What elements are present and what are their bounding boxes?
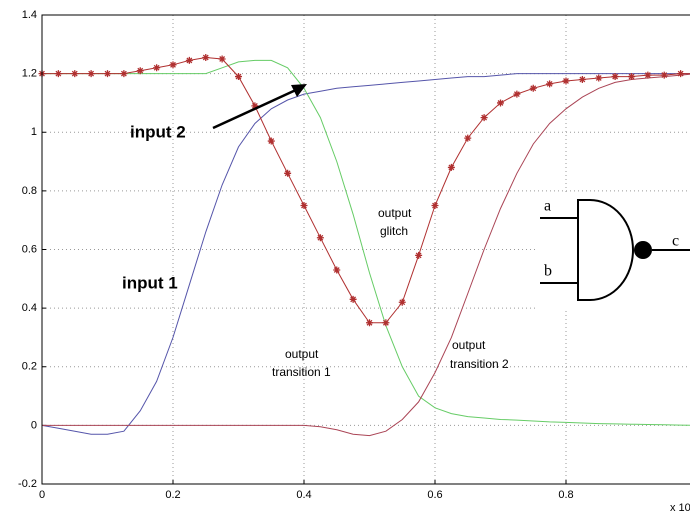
- star-marker: [185, 56, 193, 64]
- star-marker: [366, 319, 373, 327]
- y-tick-label: 1.4: [22, 9, 37, 21]
- star-marker: [529, 84, 537, 92]
- star-marker: [595, 74, 603, 82]
- nand-gate: a b c: [535, 195, 690, 310]
- y-tick-label: 0: [31, 419, 37, 431]
- x-tick-label: 0: [39, 489, 45, 501]
- star-marker: [87, 70, 95, 78]
- y-tick-label: 0.6: [22, 243, 37, 255]
- x-tick-label: 0.4: [296, 489, 311, 501]
- star-marker: [382, 319, 390, 327]
- gate-label: c: [672, 233, 679, 250]
- star-marker: [546, 80, 554, 88]
- series-line: [42, 59, 690, 426]
- star-marker: [54, 70, 62, 78]
- annotation: input 2: [130, 122, 186, 141]
- y-tick-label: 0.8: [22, 185, 37, 197]
- star-marker: [251, 102, 259, 110]
- x-tick-label: 0.8: [558, 489, 573, 501]
- y-tick-label: 0.4: [22, 302, 37, 314]
- star-marker: [349, 295, 357, 303]
- gate-label: b: [544, 263, 552, 280]
- arrow: [212, 87, 299, 130]
- plot-lines: [38, 54, 690, 437]
- star-marker: [644, 71, 652, 79]
- star-marker: [71, 70, 79, 78]
- star-marker: [431, 202, 439, 210]
- series-line: [42, 73, 690, 437]
- star-marker: [104, 70, 111, 78]
- star-marker: [628, 73, 635, 81]
- gate-bubble: [634, 241, 652, 259]
- y-tick-label: -0.2: [18, 478, 37, 490]
- star-marker: [677, 70, 685, 78]
- annotation: glitch: [380, 224, 408, 238]
- star-marker: [513, 90, 521, 98]
- star-marker: [120, 70, 128, 78]
- star-marker: [284, 169, 292, 177]
- star-marker: [300, 202, 308, 210]
- star-marker: [169, 61, 177, 69]
- gate-body: [577, 199, 634, 301]
- annotation: output: [378, 206, 412, 220]
- star-marker: [480, 114, 488, 122]
- x-multiplier: x 10: [670, 502, 690, 514]
- star-marker: [464, 134, 472, 142]
- arrow-head: [291, 84, 307, 97]
- star-marker: [316, 234, 324, 242]
- y-tick-label: 1: [31, 126, 37, 138]
- star-marker: [136, 67, 144, 75]
- star-marker: [333, 266, 341, 274]
- series-line: [41, 73, 690, 435]
- star-marker: [562, 77, 570, 85]
- annotation: transition 2: [450, 357, 509, 371]
- x-tick-label: 0.6: [427, 489, 442, 501]
- annotation: input 1: [122, 273, 178, 292]
- annotation: output: [285, 347, 319, 361]
- star-marker: [415, 251, 423, 259]
- gate-label: a: [544, 198, 551, 215]
- star-marker: [202, 54, 210, 62]
- star-marker: [578, 75, 586, 83]
- axes-frame: [41, 14, 690, 485]
- star-marker: [153, 64, 161, 72]
- star-marker: [611, 73, 619, 81]
- y-tick-label: 1.2: [22, 68, 37, 80]
- star-marker: [235, 73, 242, 81]
- annotation: transition 1: [272, 365, 331, 379]
- annotation: output: [452, 338, 486, 352]
- star-marker: [660, 71, 668, 79]
- star-marker: [497, 99, 504, 107]
- x-tick-label: 0.2: [165, 489, 180, 501]
- star-marker: [447, 163, 455, 171]
- star-marker: [218, 55, 226, 63]
- star-marker: [398, 298, 406, 306]
- y-tick-label: 0.2: [22, 361, 37, 373]
- star-marker: [267, 137, 275, 145]
